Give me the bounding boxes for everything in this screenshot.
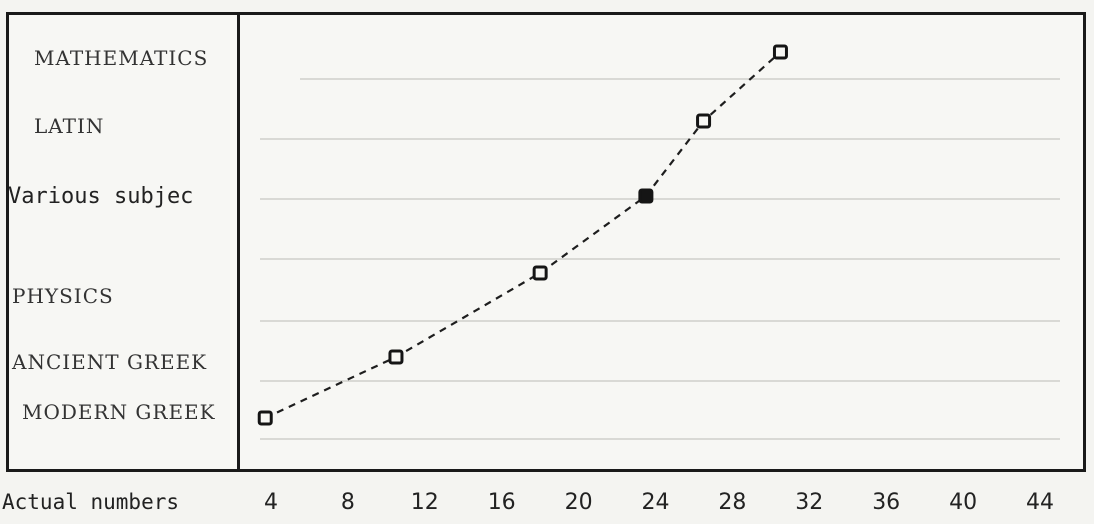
background-line (260, 320, 1060, 322)
series-line (264, 51, 782, 419)
background-line (260, 258, 1060, 260)
x-tick-label: 28 (718, 490, 747, 515)
data-point-latin (696, 113, 712, 129)
x-tick-label: 8 (340, 490, 355, 515)
data-point-modern-greek (257, 410, 273, 426)
x-tick-label: 24 (641, 490, 670, 515)
category-label-latin: LATIN (34, 114, 105, 138)
x-tick-label: 16 (487, 490, 516, 515)
category-label-mathematics: MATHEMATICS (34, 46, 209, 70)
x-tick-label: 44 (1026, 490, 1054, 515)
data-point-ancient-greek (388, 349, 404, 365)
data-point-mathematics (772, 44, 788, 60)
background-line (260, 138, 1060, 140)
category-label-various-subjects: Various subjec (8, 184, 194, 209)
x-tick-label: 32 (795, 490, 824, 515)
background-line (260, 198, 1060, 200)
chart-frame (6, 12, 1086, 472)
category-divider (237, 12, 240, 472)
x-axis-label: Actual numbers (2, 490, 180, 514)
category-label-physics: PHYSICS (12, 284, 114, 308)
x-axis: Actual numbers 4 8 12 16 20 24 28 32 36 40 44 (0, 490, 1094, 520)
background-line (260, 438, 1060, 440)
x-tick-label: 20 (564, 490, 593, 515)
category-label-ancient-greek: ANCIENT GREEK (12, 350, 208, 374)
background-line (300, 78, 1060, 80)
category-label-modern-greek: MODERN GREEK (22, 400, 216, 424)
x-tick-label: 12 (410, 490, 439, 515)
x-tick-label: 4 (264, 490, 278, 515)
data-point-various-subjec (638, 188, 654, 204)
x-tick-label: 36 (872, 490, 901, 515)
background-line (260, 380, 1060, 382)
x-tick-label: 40 (949, 490, 978, 515)
data-point-physics (532, 265, 548, 281)
